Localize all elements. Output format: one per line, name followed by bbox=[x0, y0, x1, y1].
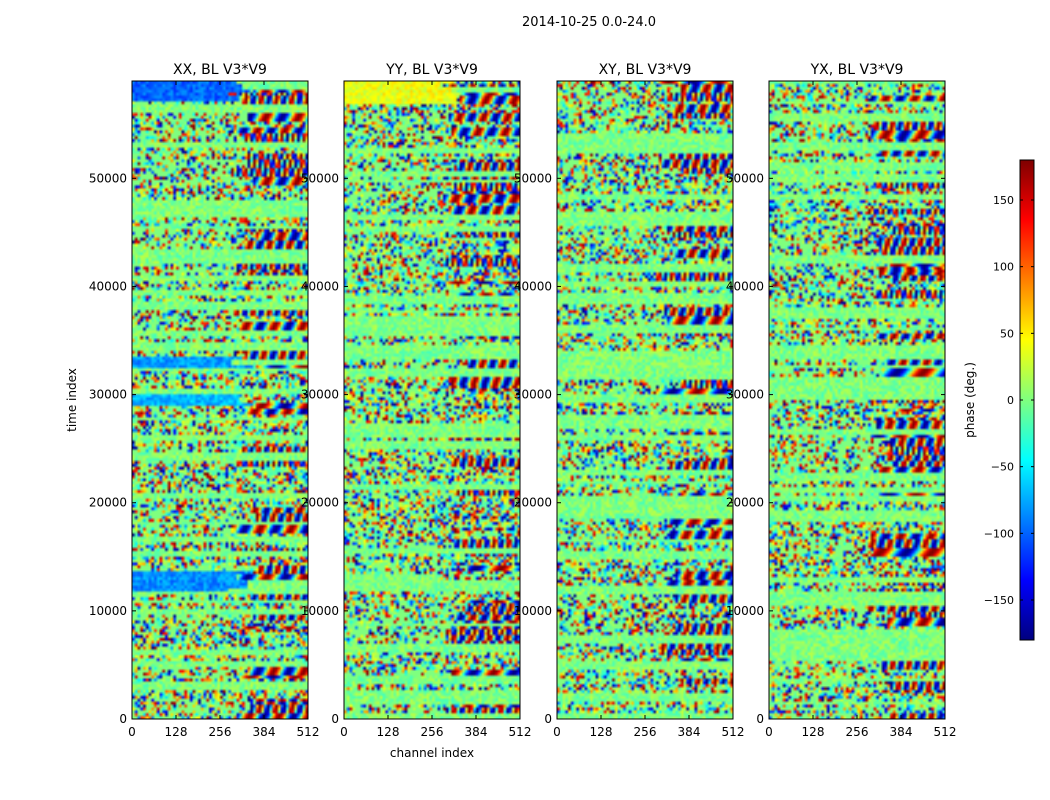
y-tick-label: 50000 bbox=[514, 171, 552, 185]
colorbar-tick-label: −150 bbox=[984, 594, 1014, 607]
y-tick-label: 30000 bbox=[89, 388, 127, 402]
colorbar: 150 100 50 0 −50 −100 −150 phase (deg.) bbox=[963, 159, 1035, 641]
y-tick-label: 30000 bbox=[301, 388, 339, 402]
x-tick-label: 256 bbox=[846, 725, 869, 739]
colorbar-tick-label: 100 bbox=[993, 261, 1014, 274]
x-tick-label: 384 bbox=[890, 725, 913, 739]
x-tick-label: 128 bbox=[377, 725, 400, 739]
colorbar-tick-label: 50 bbox=[1000, 327, 1014, 340]
y-tick-label: 30000 bbox=[514, 388, 552, 402]
x-tick-label: 256 bbox=[209, 725, 232, 739]
y-tick-label: 20000 bbox=[514, 496, 552, 510]
x-tick-label: 384 bbox=[678, 725, 701, 739]
colorbar-tick-label: 0 bbox=[1007, 394, 1014, 407]
y-tick-label: 10000 bbox=[89, 604, 127, 618]
y-tick-label: 0 bbox=[756, 712, 764, 726]
panel-title: XX, BL V3*V9 bbox=[173, 62, 267, 78]
colorbar-tick-label: 150 bbox=[993, 194, 1014, 207]
y-tick-label: 20000 bbox=[726, 496, 764, 510]
y-tick-label: 0 bbox=[544, 712, 552, 726]
x-tick-label: 0 bbox=[128, 725, 136, 739]
x-tick-label: 128 bbox=[802, 725, 825, 739]
y-tick-label: 40000 bbox=[89, 279, 127, 293]
y-tick-label: 40000 bbox=[514, 279, 552, 293]
y-axis-label: time index bbox=[65, 368, 79, 432]
y-tick-label: 10000 bbox=[726, 604, 764, 618]
x-tick-label: 0 bbox=[765, 725, 773, 739]
panel-4: YX, BL V3*V9 0 128 256 384 512 0 10000 20000 3000… bbox=[726, 62, 957, 739]
colorbar-label: phase (deg.) bbox=[963, 362, 977, 438]
x-tick-label: 512 bbox=[934, 725, 957, 739]
x-tick-label: 0 bbox=[340, 725, 348, 739]
y-tick-label: 40000 bbox=[726, 279, 764, 293]
y-tick-label: 10000 bbox=[301, 604, 339, 618]
y-tick-label: 40000 bbox=[301, 279, 339, 293]
x-tick-label: 512 bbox=[297, 725, 320, 739]
colorbar-tick-label: −50 bbox=[991, 461, 1014, 474]
figure-title: 2014-10-25 0.0-24.0 bbox=[522, 15, 656, 30]
heatmap-image bbox=[344, 81, 520, 719]
y-tick-label: 20000 bbox=[89, 496, 127, 510]
panel-1: XX, BL V3*V9 0 128 256 384 512 0 10000 20000 3000… bbox=[65, 62, 319, 739]
heatmap-image bbox=[769, 81, 945, 719]
y-tick-label: 20000 bbox=[301, 496, 339, 510]
x-tick-label: 256 bbox=[421, 725, 444, 739]
x-tick-label: 512 bbox=[722, 725, 745, 739]
panel-title: YY, BL V3*V9 bbox=[385, 62, 478, 78]
panel-3: XY, BL V3*V9 0 128 256 384 512 0 10000 20000 3000… bbox=[514, 62, 745, 739]
panel-2: YY, BL V3*V9 0 128 256 384 512 0 10000 20000 3000… bbox=[301, 62, 532, 760]
x-tick-label: 128 bbox=[590, 725, 613, 739]
panels: XX, BL V3*V9 0 128 256 384 512 0 10000 20000 3000… bbox=[65, 62, 956, 760]
x-axis-label: channel index bbox=[390, 746, 474, 760]
y-tick-label: 0 bbox=[119, 712, 127, 726]
colorbar-tick-label: −100 bbox=[984, 527, 1014, 540]
x-tick-label: 384 bbox=[253, 725, 276, 739]
heatmap-image bbox=[557, 81, 733, 719]
heatmap-image bbox=[132, 81, 308, 719]
y-tick-label: 50000 bbox=[726, 171, 764, 185]
panel-title: XY, BL V3*V9 bbox=[599, 62, 692, 78]
y-tick-label: 50000 bbox=[89, 171, 127, 185]
y-tick-label: 0 bbox=[331, 712, 339, 726]
x-tick-label: 0 bbox=[553, 725, 561, 739]
panel-title: YX, BL V3*V9 bbox=[810, 62, 904, 78]
x-tick-label: 512 bbox=[509, 725, 532, 739]
y-tick-label: 30000 bbox=[726, 388, 764, 402]
x-tick-label: 128 bbox=[165, 725, 188, 739]
x-tick-label: 256 bbox=[634, 725, 657, 739]
y-tick-label: 10000 bbox=[514, 604, 552, 618]
y-tick-label: 50000 bbox=[301, 171, 339, 185]
x-tick-label: 384 bbox=[465, 725, 488, 739]
